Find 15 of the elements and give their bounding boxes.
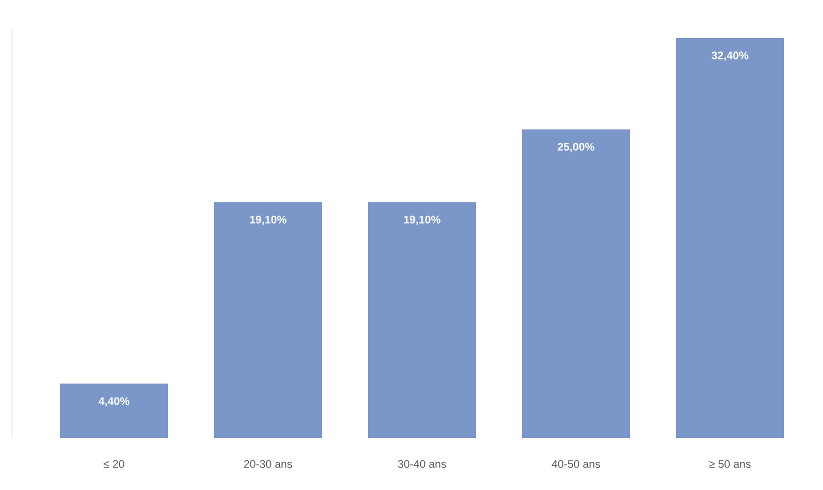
bar (676, 38, 784, 438)
bar (214, 202, 322, 438)
data-label: 25,00% (558, 142, 594, 152)
data-label: 19,10% (250, 216, 286, 226)
x-tick-label: ≤ 20 (104, 460, 124, 468)
x-tick-label: ≥ 50 ans (709, 460, 751, 468)
bar (368, 202, 476, 438)
bar (522, 129, 630, 438)
bar (60, 384, 168, 438)
x-tick-label: 20-30 ans (244, 460, 292, 468)
x-tick-label: 30-40 ans (398, 460, 446, 468)
data-label: 4,40% (98, 397, 130, 407)
data-label: 32,40% (712, 52, 748, 61)
data-label: 19,10% (404, 216, 440, 226)
x-tick-label: 40-50 ans (552, 460, 600, 468)
